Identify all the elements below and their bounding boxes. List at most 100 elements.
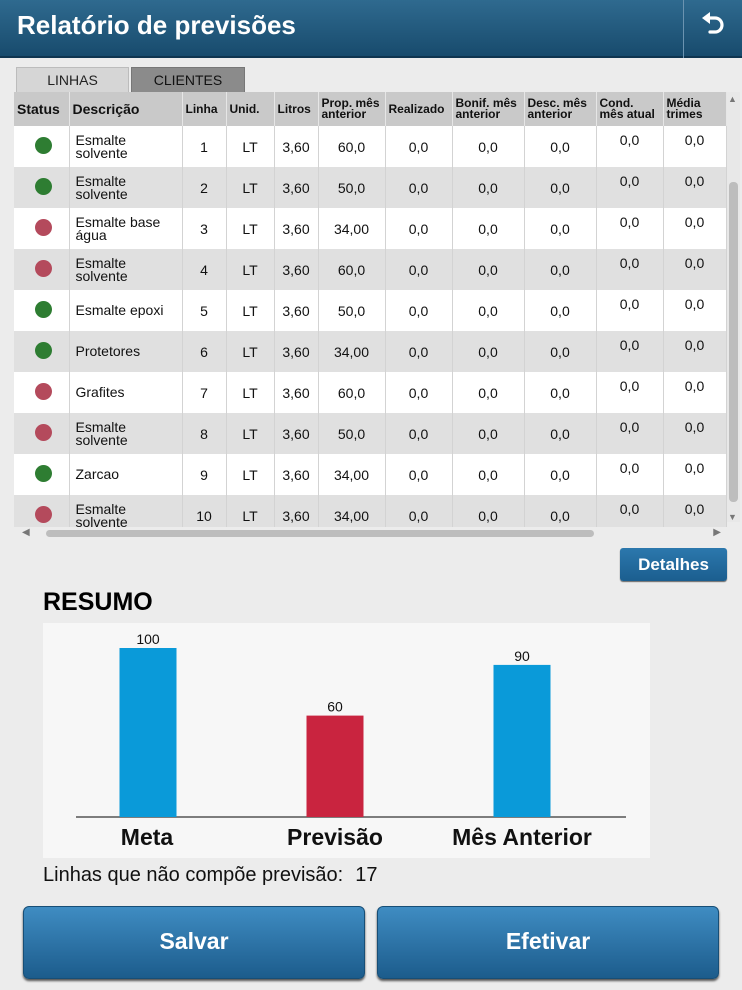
cell-status <box>14 208 70 249</box>
bar-value-label: 60 <box>327 699 343 715</box>
cell-desc: 0,0 <box>524 290 597 331</box>
cell-linha: 8 <box>182 413 227 454</box>
scroll-down-arrow-icon[interactable]: ▼ <box>728 512 737 522</box>
scroll-left-arrow-icon[interactable]: ◀ <box>22 527 30 538</box>
horizontal-scroll-thumb[interactable] <box>46 530 594 537</box>
status-dot-icon <box>35 505 52 523</box>
cell-status <box>14 372 70 413</box>
bar-3 <box>493 664 551 817</box>
resumo-chart: 100 Meta 60 Previsão 90 Mês Anterior <box>43 623 650 858</box>
cell-status <box>14 331 70 372</box>
cell-status <box>14 413 70 454</box>
table-row[interactable]: Grafites 7 LT 3,60 60,0 0,0 0,0 0,0 0,0 0,0 <box>14 372 727 413</box>
cell-linha: 5 <box>182 290 227 331</box>
cell-realizado: 0,0 <box>385 413 453 454</box>
cell-media: 0,0 <box>663 290 727 331</box>
col-header-prop[interactable]: Prop. mês anterior <box>318 92 386 126</box>
title-separator <box>683 0 684 58</box>
status-dot-icon <box>35 423 52 441</box>
tab-clientes[interactable]: CLIENTES <box>131 67 245 94</box>
cell-descricao: Esmalte solvente <box>69 167 183 208</box>
table-row[interactable]: Esmalte solvente 8 LT 3,60 50,0 0,0 0,0 0,0 0,0 0… <box>14 413 727 454</box>
cell-prop: 60,0 <box>318 249 386 290</box>
undo-arrow-icon[interactable] <box>690 6 736 50</box>
table-row[interactable]: Protetores 6 LT 3,60 34,00 0,0 0,0 0,0 0,0 0,0 <box>14 331 727 372</box>
cell-realizado: 0,0 <box>385 372 453 413</box>
cell-status <box>14 126 70 167</box>
cell-litros: 3,60 <box>274 495 319 527</box>
col-header-descricao[interactable]: Descrição <box>69 92 183 126</box>
col-header-litros[interactable]: Litros <box>274 92 319 126</box>
cell-unid: LT <box>226 413 275 454</box>
status-dot-icon <box>35 341 52 359</box>
table-row[interactable]: Esmalte solvente 2 LT 3,60 50,0 0,0 0,0 0,0 0,0 0… <box>14 167 727 208</box>
scroll-up-arrow-icon[interactable]: ▲ <box>728 94 737 104</box>
cell-litros: 3,60 <box>274 290 319 331</box>
col-header-realizado[interactable]: Realizado <box>385 92 453 126</box>
cell-linha: 3 <box>182 208 227 249</box>
category-label: Previsão <box>287 824 383 850</box>
table-row[interactable]: Esmalte epoxi 5 LT 3,60 50,0 0,0 0,0 0,0 0,0 0,0 <box>14 290 727 331</box>
cell-realizado: 0,0 <box>385 331 453 372</box>
cell-prop: 34,00 <box>318 331 386 372</box>
col-header-status[interactable]: Status <box>14 92 70 126</box>
col-header-unid[interactable]: Unid. <box>226 92 275 126</box>
cell-bonif: 0,0 <box>452 290 525 331</box>
col-header-desc[interactable]: Desc. mês anterior <box>524 92 597 126</box>
tab-linhas[interactable]: LINHAS <box>16 67 129 94</box>
cell-linha: 6 <box>182 331 227 372</box>
cell-status <box>14 454 70 495</box>
scroll-right-arrow-icon[interactable]: ▶ <box>713 527 721 538</box>
cell-realizado: 0,0 <box>385 290 453 331</box>
cell-litros: 3,60 <box>274 208 319 249</box>
vertical-scrollbar[interactable]: ▲ ▼ <box>727 92 740 522</box>
table-row[interactable]: Esmalte solvente 10 LT 3,60 34,00 0,0 0,0 0,0 0,… <box>14 495 727 527</box>
forecast-table[interactable]: Status Descrição Linha Unid. Litros Prop… <box>14 92 727 527</box>
cell-linha: 2 <box>182 167 227 208</box>
horizontal-scrollbar[interactable]: ◀ ▶ <box>14 527 727 540</box>
vertical-scroll-thumb[interactable] <box>729 182 738 502</box>
cell-bonif: 0,0 <box>452 413 525 454</box>
cell-bonif: 0,0 <box>452 454 525 495</box>
cell-bonif: 0,0 <box>452 495 525 527</box>
status-dot-icon <box>35 177 52 195</box>
cell-desc: 0,0 <box>524 126 597 167</box>
cell-status <box>14 290 70 331</box>
cell-unid: LT <box>226 495 275 527</box>
col-header-linha[interactable]: Linha <box>182 92 227 126</box>
col-header-media[interactable]: Média trimes <box>663 92 727 126</box>
cell-litros: 3,60 <box>274 413 319 454</box>
cell-linha: 7 <box>182 372 227 413</box>
table-row[interactable]: Esmalte solvente 1 LT 3,60 60,0 0,0 0,0 0,0 0,0 0… <box>14 126 727 167</box>
linhas-info: Linhas que não compõe previsão: 17 <box>43 864 377 887</box>
cell-desc: 0,0 <box>524 331 597 372</box>
status-dot-icon <box>35 218 52 236</box>
status-dot-icon <box>35 464 52 482</box>
cell-linha: 4 <box>182 249 227 290</box>
cell-descricao: Grafites <box>69 372 183 413</box>
table-row[interactable]: Esmalte base água 3 LT 3,60 34,00 0,0 0,0 0,0 0,… <box>14 208 727 249</box>
col-header-cond[interactable]: Cond. mês atual <box>596 92 664 126</box>
table-row[interactable]: Zarcao 9 LT 3,60 34,00 0,0 0,0 0,0 0,0 0,0 <box>14 454 727 495</box>
cell-media: 0,0 <box>663 372 727 413</box>
cell-realizado: 0,0 <box>385 249 453 290</box>
cell-cond: 0,0 <box>596 126 664 167</box>
cell-descricao: Esmalte solvente <box>69 495 183 527</box>
cell-cond: 0,0 <box>596 208 664 249</box>
category-label: Mês Anterior <box>452 824 592 850</box>
cell-desc: 0,0 <box>524 167 597 208</box>
cell-realizado: 0,0 <box>385 208 453 249</box>
linhas-info-value: 17 <box>355 864 378 886</box>
cell-prop: 34,00 <box>318 495 386 527</box>
cell-prop: 60,0 <box>318 372 386 413</box>
cell-cond: 0,0 <box>596 167 664 208</box>
cell-media: 0,0 <box>663 495 727 527</box>
cell-bonif: 0,0 <box>452 331 525 372</box>
efetivar-button[interactable]: Efetivar <box>377 906 719 979</box>
table-row[interactable]: Esmalte solvente 4 LT 3,60 60,0 0,0 0,0 0,0 0,0 0… <box>14 249 727 290</box>
detalhes-button[interactable]: Detalhes <box>620 548 727 581</box>
col-header-bonif[interactable]: Bonif. mês anterior <box>452 92 525 126</box>
cell-litros: 3,60 <box>274 331 319 372</box>
cell-desc: 0,0 <box>524 454 597 495</box>
salvar-button[interactable]: Salvar <box>23 906 365 979</box>
